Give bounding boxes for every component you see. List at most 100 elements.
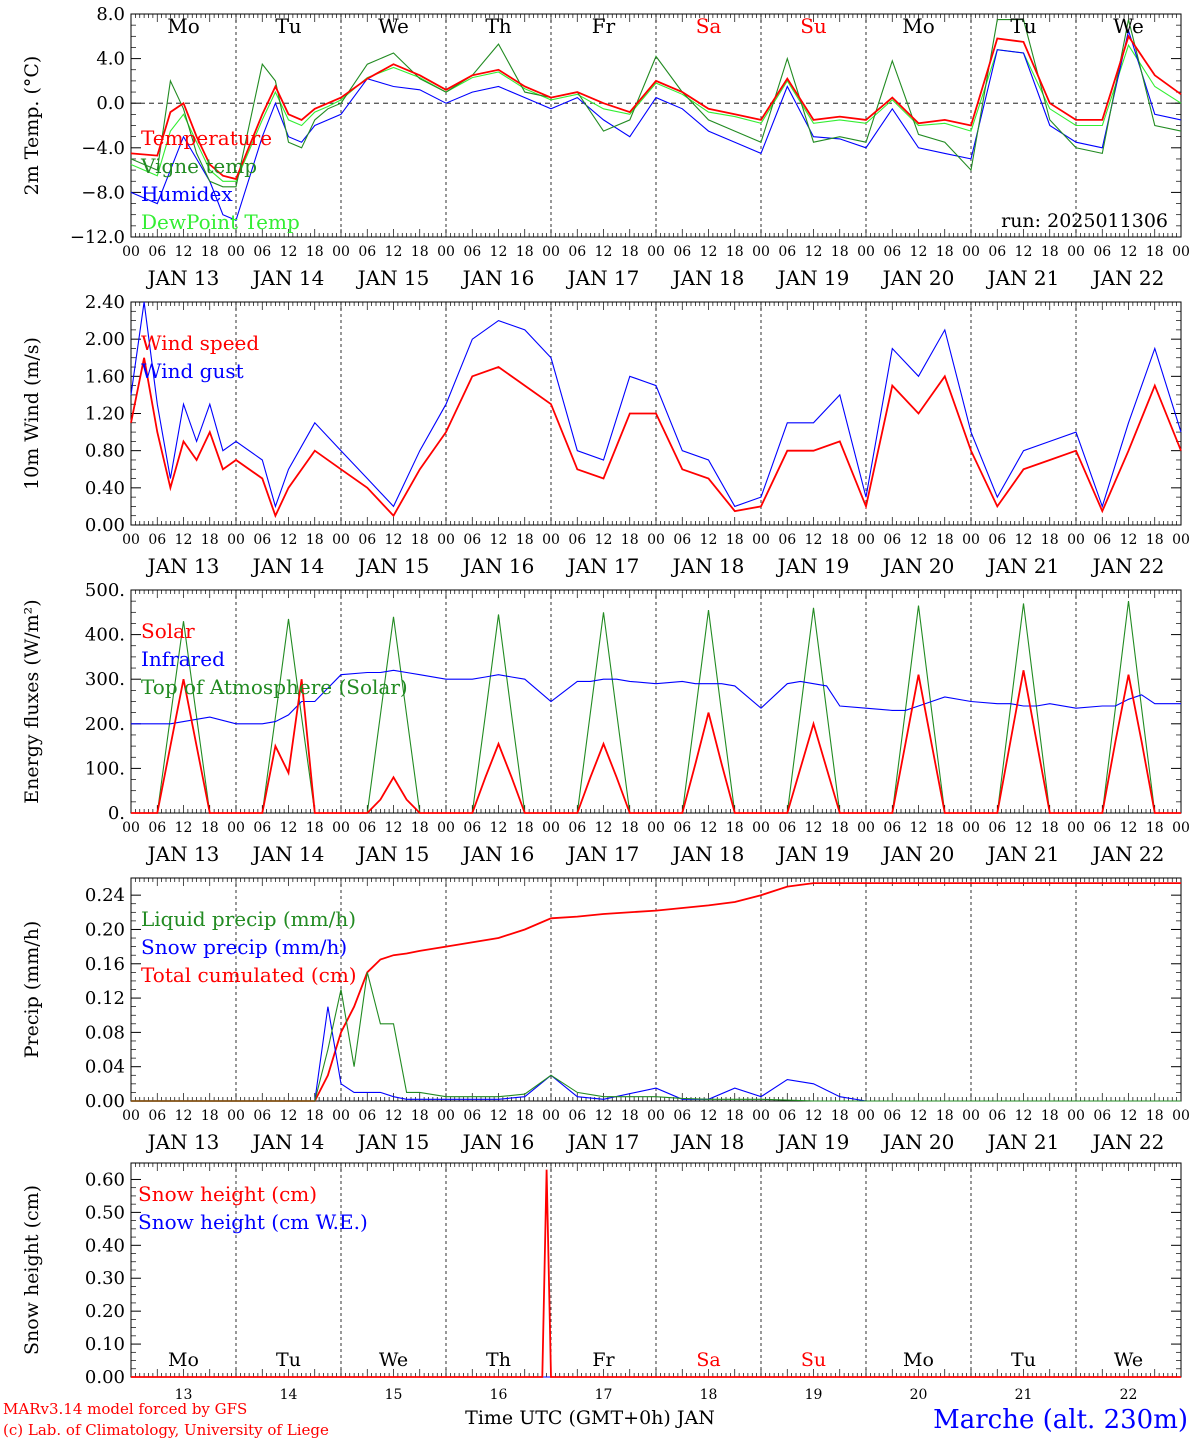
hour-label: 12 [910, 244, 928, 260]
y-axis-label: Precip (mm/h) [21, 921, 43, 1059]
hour-label: 12 [1015, 1108, 1033, 1124]
hour-label: 06 [463, 244, 481, 260]
legend-entry: Wind speed [141, 331, 259, 355]
x-axis-label: Time UTC (GMT+0h) JAN [465, 1407, 715, 1429]
day-name: Su [800, 14, 827, 38]
hour-label: 06 [673, 1108, 691, 1124]
hour-label: 18 [936, 820, 954, 836]
date-label: JAN 19 [776, 1130, 850, 1154]
hour-label: 12 [385, 244, 403, 260]
date-label: JAN 17 [566, 266, 640, 290]
hour-label: 00 [962, 532, 980, 548]
y-tick-label: 200. [85, 714, 125, 735]
hour-label: 06 [463, 820, 481, 836]
hour-label: 18 [726, 1108, 744, 1124]
date-label: JAN 15 [356, 1130, 430, 1154]
hour-label: 18 [621, 532, 639, 548]
y-tick-label: 0.40 [85, 478, 125, 499]
hour-label: 18 [411, 244, 429, 260]
y-tick-label: 500. [85, 580, 125, 601]
hour-label: 06 [673, 820, 691, 836]
hour-label: 18 [936, 532, 954, 548]
hour-label: 00 [1172, 820, 1190, 836]
hour-label: 06 [1093, 532, 1111, 548]
day-number: 22 [1120, 1387, 1138, 1403]
hour-label: 06 [358, 820, 376, 836]
hour-label: 12 [910, 820, 928, 836]
hour-label: 00 [857, 1108, 875, 1124]
hour-label: 12 [280, 244, 298, 260]
hour-label: 12 [805, 820, 823, 836]
y-tick-label: 8.0 [96, 4, 125, 25]
day-name: Fr [592, 1349, 615, 1371]
panel-snow: 0.00 0.10 0.20 0.30 0.40 0.50 0.60 Snow height … [21, 1162, 1182, 1388]
y-tick-label: 2.00 [85, 329, 125, 350]
hour-label: 00 [647, 820, 665, 836]
date-label: JAN 22 [1091, 554, 1165, 578]
day-name: We [378, 14, 409, 38]
hour-label: 00 [962, 820, 980, 836]
hour-label: 18 [1146, 532, 1164, 548]
hour-label: 12 [700, 820, 718, 836]
hour-label: 18 [1041, 532, 1059, 548]
hour-label: 18 [1041, 244, 1059, 260]
series-line-wind-0 [130, 357, 1182, 519]
hour-label: 00 [437, 244, 455, 260]
y-tick-label: 100. [85, 758, 125, 779]
hour-label: 12 [490, 820, 508, 836]
hour-label: 18 [306, 820, 324, 836]
hour-label: 00 [857, 532, 875, 548]
y-tick-label: 0.20 [85, 919, 125, 940]
hour-label: 06 [883, 244, 901, 260]
hour-label: 12 [1120, 532, 1138, 548]
hour-label: 00 [122, 532, 140, 548]
day-name: Tu [1011, 1349, 1036, 1371]
legend-entry: Temperature [141, 126, 272, 150]
date-label: JAN 19 [776, 554, 850, 578]
station-label: Marche (alt. 230m) [933, 1405, 1188, 1435]
hour-label: 00 [122, 820, 140, 836]
hour-label: 00 [752, 244, 770, 260]
hour-label: 06 [1093, 1108, 1111, 1124]
hour-label: 18 [621, 244, 639, 260]
date-label: JAN 13 [146, 266, 220, 290]
hour-label: 06 [988, 820, 1006, 836]
hour-label: 06 [883, 532, 901, 548]
y-tick-label: 0.0 [96, 93, 125, 114]
hour-label: 00 [647, 1108, 665, 1124]
hour-label: 00 [1067, 532, 1085, 548]
hour-label: 00 [647, 532, 665, 548]
y-tick-label: 300. [85, 669, 125, 690]
hour-label: 00 [332, 1108, 350, 1124]
y-tick-label: 0.10 [85, 1334, 125, 1355]
day-number: 13 [175, 1387, 193, 1403]
hour-label: 18 [1146, 820, 1164, 836]
hour-label: 12 [1120, 820, 1138, 836]
y-axis-label: Snow height (cm) [21, 1185, 43, 1355]
hour-label: 06 [778, 1108, 796, 1124]
hour-label: 00 [227, 820, 245, 836]
y-tick-label: 0.30 [85, 1268, 125, 1289]
hour-label: 12 [595, 1108, 613, 1124]
hour-label: 06 [148, 244, 166, 260]
date-label: JAN 20 [881, 842, 955, 866]
y-tick-label: 0.12 [85, 988, 125, 1009]
hour-label: 12 [175, 1108, 193, 1124]
hour-label: 06 [568, 532, 586, 548]
hour-label: 12 [805, 532, 823, 548]
y-tick-label: 0.20 [85, 1301, 125, 1322]
hour-label: 18 [1041, 820, 1059, 836]
hour-label: 18 [726, 532, 744, 548]
hour-label: 00 [227, 244, 245, 260]
hour-label: 18 [306, 244, 324, 260]
hour-label: 18 [936, 1108, 954, 1124]
hour-label: 12 [280, 532, 298, 548]
hour-label: 00 [752, 1108, 770, 1124]
hour-label: 06 [148, 820, 166, 836]
day-name: Mo [902, 14, 935, 38]
day-name: Mo [168, 1349, 199, 1371]
hour-label: 00 [857, 244, 875, 260]
date-label: JAN 16 [461, 554, 535, 578]
date-label: JAN 16 [461, 266, 535, 290]
